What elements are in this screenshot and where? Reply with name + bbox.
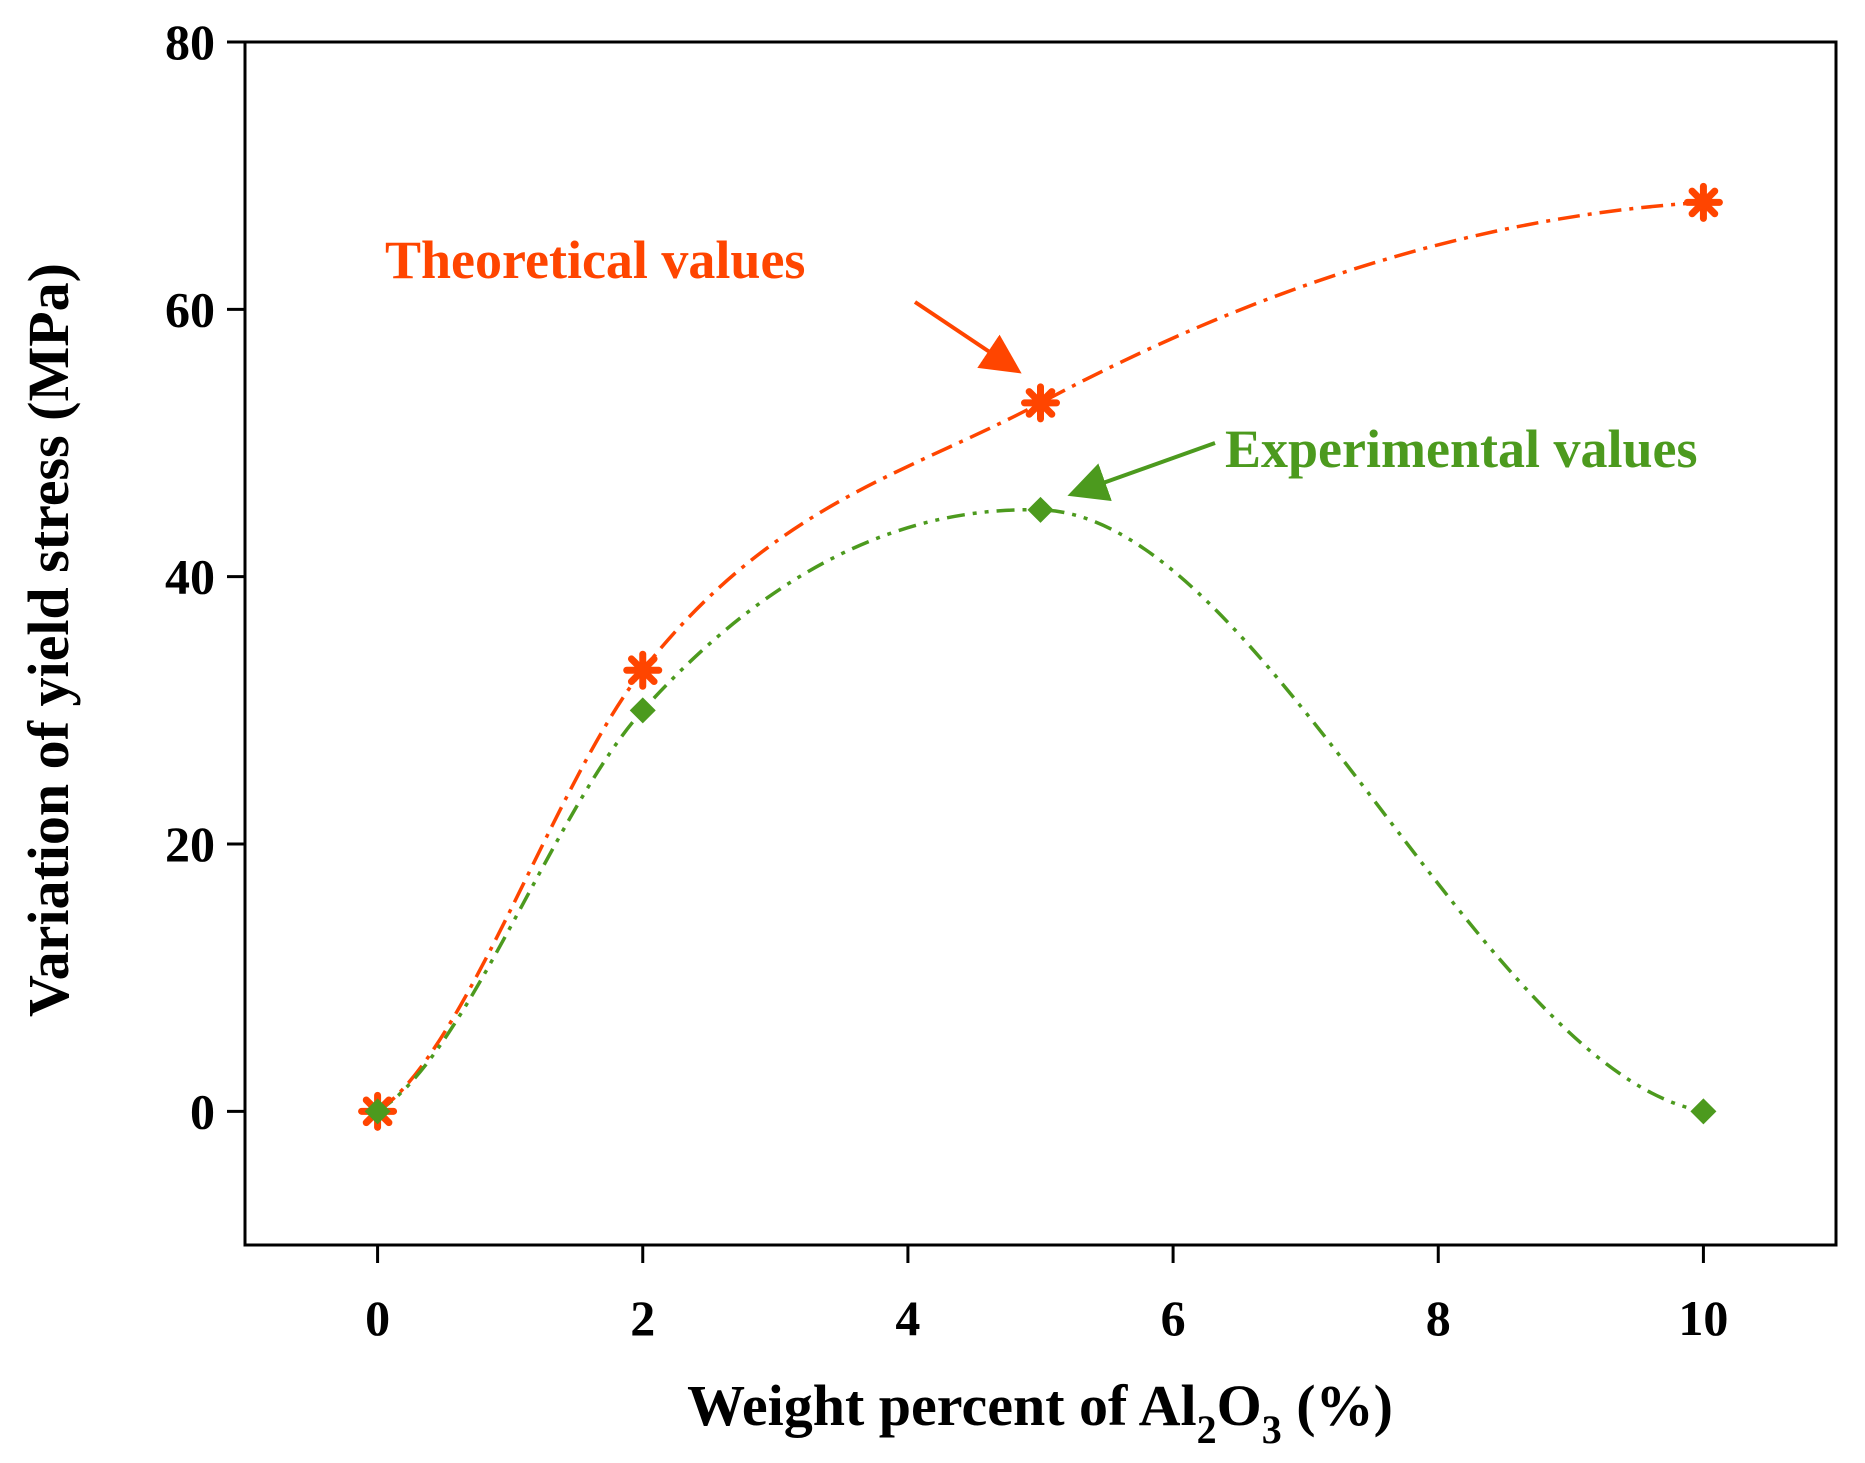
annotation-arrow-theoretical [913,300,1022,374]
y-tick-label: 0 [190,1083,215,1139]
x-axis-title: Weight percent of Al2O3 (%) [687,1373,1393,1452]
data-point-experimental [1690,1098,1717,1125]
data-point-experimental [364,1098,391,1125]
y-tick-label: 20 [165,816,215,872]
x-axis: 0 2 4 6 8 10 [365,1245,1728,1346]
annotation-theoretical: Theoretical values [385,230,805,290]
x-tick-label: 4 [895,1290,920,1346]
x-tick-label: 10 [1678,1290,1728,1346]
x-tick-label: 6 [1161,1290,1186,1346]
data-point-theoretical [623,650,663,690]
series-line-experimental [376,508,1704,1114]
data-point-experimental [629,697,656,724]
series-markers [358,182,1723,1131]
data-point-theoretical [1683,182,1723,222]
series-line-theoretical [376,200,1704,1113]
data-point-theoretical [1021,383,1060,423]
x-tick-label: 2 [630,1290,655,1346]
y-axis: 0 20 40 60 80 [165,14,245,1139]
x-tick-label: 0 [365,1290,390,1346]
y-tick-label: 40 [165,549,215,605]
plot-frame [243,40,1838,1247]
data-point-experimental [1027,496,1054,523]
y-axis-title: Variation of yield stress (MPa) [16,263,81,1017]
annotation-experimental: Experimental values [1225,419,1697,479]
y-tick-label: 80 [165,14,215,70]
series-lines [376,200,1704,1114]
annotation-arrow-experimental [1067,441,1216,502]
y-tick-label: 60 [165,281,215,337]
x-tick-label: 8 [1426,1290,1451,1346]
